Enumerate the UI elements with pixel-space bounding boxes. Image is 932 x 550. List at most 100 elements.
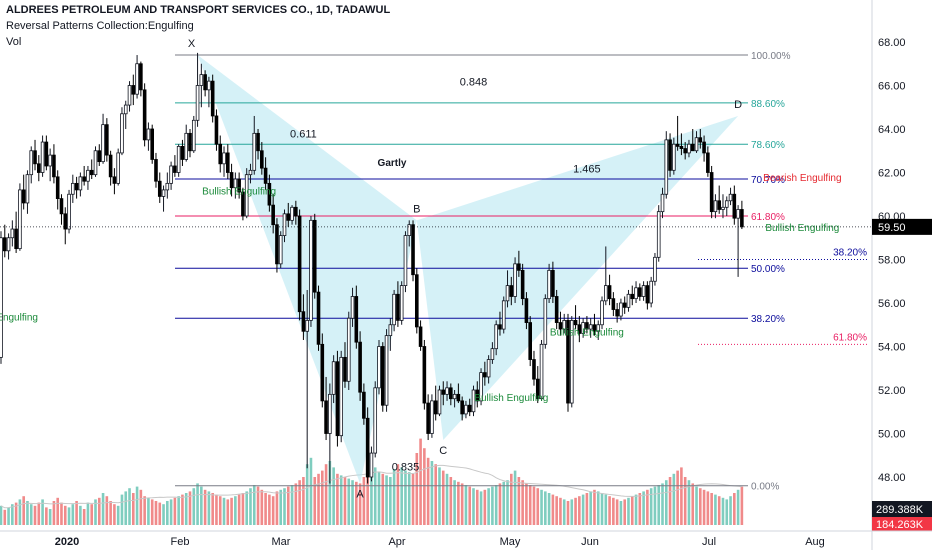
volume-bar [578,496,581,525]
candle-body [414,274,419,328]
candle-body [188,132,192,152]
volume-bar [593,489,596,525]
volume-bar [370,464,373,525]
volume-bar [464,485,468,525]
volume-bar [717,496,721,525]
volume-bar [475,489,479,525]
volume-bar [143,496,146,525]
candle-body [312,219,317,293]
candle-body [396,293,400,321]
volume-bar [649,488,653,525]
volume-bar [687,480,691,525]
candle-body [445,387,449,395]
engulfing-signal-label: Bullish Engulfing [550,328,624,339]
candle-body [335,361,340,437]
volume-bar [498,483,502,525]
volume-bar [71,504,75,525]
candle-body [0,237,3,358]
candle-body [694,137,699,152]
volume-bar [683,477,687,525]
volume-bar [676,470,679,525]
candle-body [218,143,223,165]
candle-body [271,204,275,226]
volume-bar [298,480,301,525]
candle-body [433,400,438,415]
volume-bar [544,491,547,525]
candle-body [233,178,238,189]
volume-bar [207,491,211,525]
volume-bar [441,470,445,525]
volume-bar [457,481,460,525]
candle-body [464,404,468,415]
volume-bar [627,497,630,525]
candle-body [717,200,721,210]
volume-bar [237,494,241,525]
volume-bar [181,494,184,525]
volume-bar [404,470,407,525]
time-tick-label: 2020 [55,536,79,548]
candle-body [244,174,249,217]
volume-bar [22,496,25,525]
candle-body [260,150,264,169]
price-tick-label: 68.00 [878,37,906,49]
candle-body [142,89,147,141]
candle-body [241,191,245,217]
candle-body [199,74,204,86]
volume-bar [215,494,218,525]
candle-body [505,285,510,302]
volume-bar [351,480,354,525]
volume-legend[interactable]: Vol [6,36,22,48]
candle-body [539,343,544,400]
volume-bar [608,496,611,525]
candle-body [184,132,189,160]
candle-body [509,285,514,297]
candle-body [369,452,374,478]
volume-bar [86,502,90,525]
volume-bar [101,493,105,525]
volume-bar [124,491,128,525]
candle-body [668,139,672,171]
candle-body [305,319,309,332]
fibonacci-levels: 100.00% 88.60% 78.60% 70.70% 61.80% 50.00% 38.… [175,51,868,493]
volume-bar [249,488,252,525]
candle-body [97,150,102,163]
candle-body [176,145,181,173]
volume-bar [453,480,456,525]
candle-body [422,346,427,404]
volume-bar [623,499,626,525]
time-axis[interactable]: 2020 Feb Mar Apr May Jun Jul Aug [0,530,932,548]
candle-body [120,113,124,154]
candle-body [21,189,26,204]
candle-body [29,150,34,176]
candle-body [67,193,71,230]
volume-bar [691,483,695,525]
candle-body [573,319,578,326]
volume-bar [714,494,717,525]
pattern-point-label: D [734,99,742,111]
time-tick-label: Feb [171,536,190,548]
volume-bar [332,467,335,525]
volume-bar [646,489,649,525]
candle-body [558,322,563,330]
candle-body [501,300,506,330]
candle-body [592,324,597,332]
volume-bar [0,505,3,525]
last-volume-badge [872,501,932,517]
candle-body [483,372,487,378]
candle-body [611,298,616,310]
last-volume-value: 289.388K [876,504,924,516]
candle-body [89,169,94,176]
fib-level-label: 38.20% [751,314,785,325]
candle-body [52,154,56,178]
volume-bar [740,486,744,525]
volume-bar [566,501,570,525]
candle-body [297,215,302,313]
indicator-legend[interactable]: Reversal Patterns Collection:Engulfing [6,20,194,32]
volume-bar [672,473,676,525]
volume-bar [14,502,18,525]
volume-bar [290,485,294,525]
candle-body [343,356,347,382]
volume-bar [479,491,483,525]
